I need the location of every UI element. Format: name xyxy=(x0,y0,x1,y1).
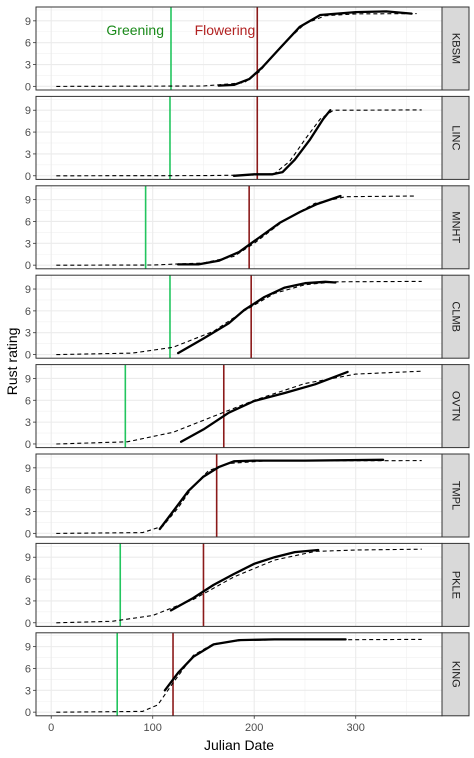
panel-background xyxy=(36,275,442,359)
x-axis-title: Julian Date xyxy=(204,737,274,753)
y-axis-title: Rust rating xyxy=(4,328,20,396)
y-tick-label: 9 xyxy=(25,373,31,385)
observed-curve xyxy=(158,458,385,531)
y-tick-label: 9 xyxy=(25,195,31,207)
y-tick-label: 3 xyxy=(25,60,31,72)
facet-strip-label: OVTN xyxy=(450,391,462,422)
y-tick-label: 0 xyxy=(25,260,31,272)
y-tick-label: 3 xyxy=(25,328,31,340)
facet-strip-label: PKLE xyxy=(450,571,462,599)
facet-strip xyxy=(441,185,470,270)
fitted-curve xyxy=(56,109,422,177)
facet-strip xyxy=(441,453,470,538)
fitted-curve xyxy=(56,370,422,445)
panel-mnht: 0 3 6 9 MNHT xyxy=(25,185,470,272)
y-tick-label: 6 xyxy=(25,127,31,139)
observed-curve xyxy=(176,194,342,266)
y-tick-label: 6 xyxy=(25,663,31,675)
y-tick-label: 9 xyxy=(25,105,31,117)
panel-kbsm: 0 3 6 9 KBSM Greening Flowering xyxy=(25,6,470,93)
y-tick-label: 0 xyxy=(25,171,31,183)
y-tick-label: 0 xyxy=(25,350,31,362)
y-tick-label: 9 xyxy=(25,552,31,564)
facet-strip xyxy=(441,632,470,717)
y-tick-label: 0 xyxy=(25,439,31,451)
x-tick-label: 200 xyxy=(245,722,263,734)
observed-curve xyxy=(176,280,337,355)
panel-background xyxy=(36,96,442,180)
y-tick-label: 6 xyxy=(25,395,31,407)
x-tick-label: 100 xyxy=(144,722,162,734)
greening-annotation: Greening xyxy=(106,22,164,38)
panel-background xyxy=(36,454,442,537)
y-tick-label: 3 xyxy=(25,507,31,519)
observed-curve xyxy=(232,109,332,177)
y-tick-label: 3 xyxy=(25,596,31,608)
panel-tmpl: 0 3 6 9 TMPL xyxy=(25,453,470,540)
facet-strip xyxy=(441,542,470,627)
facet-strip xyxy=(441,364,470,449)
y-tick-label: 0 xyxy=(25,81,31,93)
x-tick-label: 0 xyxy=(48,722,54,734)
panel-ovtn: 0 3 6 9 OVTN xyxy=(25,364,470,451)
y-tick-label: 9 xyxy=(25,284,31,296)
panel-king: 0 3 6 9 KING xyxy=(25,632,470,719)
facet-strip-label: KBSM xyxy=(450,33,462,64)
observed-curve xyxy=(217,10,413,87)
facet-strip-label: MNHT xyxy=(450,211,462,243)
y-tick-label: 3 xyxy=(25,238,31,250)
x-tick-label: 300 xyxy=(347,722,365,734)
facet-strip xyxy=(441,274,470,359)
facet-strip-label: KING xyxy=(450,661,462,688)
x-axis: 0 100 200 300 xyxy=(48,715,365,734)
y-tick-label: 0 xyxy=(25,618,31,630)
panel-pkle: 0 3 6 9 PKLE xyxy=(25,542,470,630)
observed-curve xyxy=(179,370,349,443)
panel-background xyxy=(36,632,442,716)
panel-linc: 0 3 6 9 LINC xyxy=(25,95,470,183)
y-tick-label: 6 xyxy=(25,485,31,497)
panels-layer: 0 3 6 9 KBSM Greening Flowering 0 3 6 9 LINC 0 3 6 9 MNH… xyxy=(25,6,470,719)
y-tick-label: 3 xyxy=(25,417,31,429)
y-tick-label: 0 xyxy=(25,528,31,540)
y-tick-label: 6 xyxy=(25,38,31,50)
panel-background xyxy=(36,364,442,448)
facet-strip xyxy=(441,6,470,91)
y-tick-label: 9 xyxy=(25,463,31,475)
y-tick-label: 9 xyxy=(25,642,31,654)
panel-background xyxy=(36,185,442,269)
y-tick-label: 9 xyxy=(25,16,31,28)
panel-clmb: 0 3 6 9 CLMB xyxy=(25,274,470,362)
y-tick-label: 6 xyxy=(25,574,31,586)
facet-strip-label: LINC xyxy=(450,125,462,150)
facet-strip-label: CLMB xyxy=(450,301,462,332)
observed-curve xyxy=(163,638,347,692)
y-tick-label: 3 xyxy=(25,685,31,697)
y-tick-label: 6 xyxy=(25,216,31,228)
y-tick-label: 0 xyxy=(25,707,31,719)
facet-strip-label: TMPL xyxy=(450,481,462,510)
facet-strip xyxy=(441,95,470,180)
y-tick-label: 3 xyxy=(25,149,31,161)
panel-background xyxy=(36,7,442,90)
observed-curve xyxy=(169,548,320,612)
panel-background xyxy=(36,543,442,627)
y-tick-label: 6 xyxy=(25,306,31,318)
flowering-annotation: Flowering xyxy=(195,22,256,38)
